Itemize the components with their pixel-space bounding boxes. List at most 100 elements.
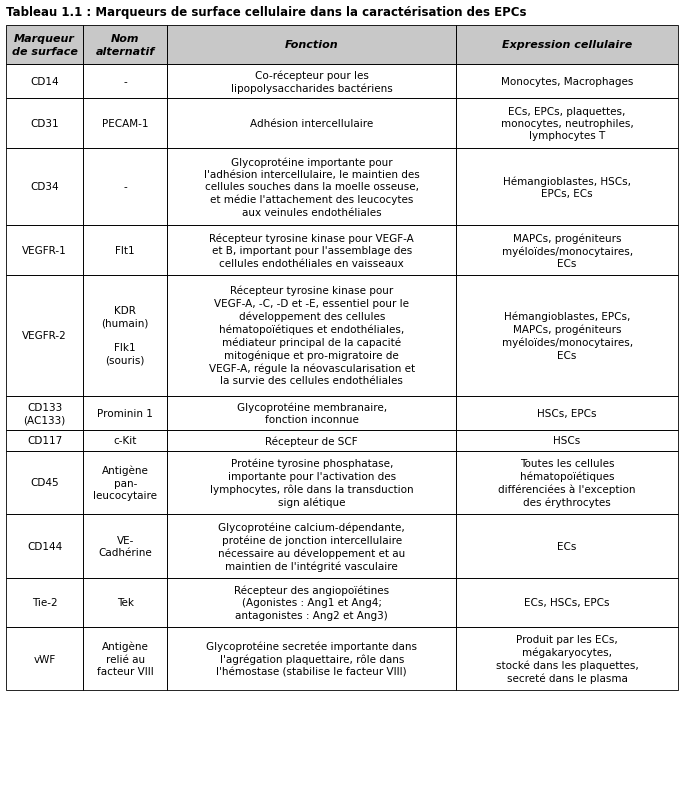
- Text: Glycoprotéine secretée importante dans
l'agrégation plaquettaire, rôle dans
l'hé: Glycoprotéine secretée importante dans l…: [207, 641, 417, 677]
- Bar: [83, 430, 168, 451]
- Bar: [6, 515, 83, 578]
- Bar: [83, 275, 168, 396]
- Bar: [456, 26, 678, 64]
- Text: Antigène
pan-
leucocytaire: Antigène pan- leucocytaire: [93, 465, 157, 500]
- Text: HSCs: HSCs: [553, 436, 581, 446]
- Bar: [6, 149, 83, 226]
- Text: -: -: [123, 182, 127, 192]
- Text: ECs, EPCs, plaquettes,
monocytes, neutrophiles,
lymphocytes T: ECs, EPCs, plaquettes, monocytes, neutro…: [501, 107, 633, 141]
- Bar: [83, 64, 168, 100]
- Bar: [83, 26, 168, 64]
- Bar: [168, 26, 456, 64]
- Bar: [83, 64, 168, 100]
- Bar: [456, 451, 678, 515]
- Text: Hémangioblastes, EPCs,
MAPCs, progéniteurs
myéloïdes/monocytaires,
ECs: Hémangioblastes, EPCs, MAPCs, progéniteu…: [501, 311, 633, 360]
- Bar: [168, 430, 456, 451]
- Text: Tie-2: Tie-2: [32, 597, 57, 608]
- Bar: [83, 26, 168, 64]
- Bar: [6, 100, 83, 149]
- Text: Glycoprotéine membranaire,
fonction inconnue: Glycoprotéine membranaire, fonction inco…: [237, 402, 387, 425]
- Bar: [6, 26, 83, 64]
- Bar: [456, 396, 678, 430]
- Bar: [168, 430, 456, 451]
- Text: CD34: CD34: [30, 182, 59, 192]
- Bar: [168, 515, 456, 578]
- Text: ECs: ECs: [557, 541, 577, 551]
- Bar: [168, 149, 456, 226]
- Bar: [168, 26, 456, 64]
- Text: Récepteur de SCF: Récepteur de SCF: [265, 436, 358, 446]
- Text: Fonction: Fonction: [285, 40, 339, 51]
- Text: CD45: CD45: [30, 478, 59, 487]
- Text: MAPCs, progéniteurs
myéloïdes/monocytaires,
ECs: MAPCs, progéniteurs myéloïdes/monocytair…: [501, 233, 633, 269]
- Bar: [456, 430, 678, 451]
- Bar: [83, 515, 168, 578]
- Bar: [6, 430, 83, 451]
- Bar: [6, 451, 83, 515]
- Bar: [6, 430, 83, 451]
- Bar: [168, 578, 456, 627]
- Bar: [456, 430, 678, 451]
- Bar: [456, 64, 678, 100]
- Text: Tek: Tek: [117, 597, 134, 608]
- Text: Flt1: Flt1: [116, 246, 135, 255]
- Bar: [456, 149, 678, 226]
- Bar: [6, 396, 83, 430]
- Bar: [83, 396, 168, 430]
- Bar: [83, 226, 168, 275]
- Bar: [456, 64, 678, 100]
- Bar: [6, 396, 83, 430]
- Bar: [168, 396, 456, 430]
- Text: Monocytes, Macrophages: Monocytes, Macrophages: [501, 77, 633, 87]
- Bar: [456, 100, 678, 149]
- Text: CD144: CD144: [27, 541, 62, 551]
- Text: Co-récepteur pour les
lipopolysaccharides bactériens: Co-récepteur pour les lipopolysaccharide…: [231, 70, 393, 94]
- Text: Produit par les ECs,
mégakaryocytes,
stocké dans les plaquettes,
secreté dans le: Produit par les ECs, mégakaryocytes, sto…: [496, 634, 638, 683]
- Bar: [456, 275, 678, 396]
- Bar: [6, 515, 83, 578]
- Bar: [168, 275, 456, 396]
- Text: CD133
(AC133): CD133 (AC133): [23, 402, 66, 425]
- Bar: [168, 64, 456, 100]
- Text: HSCs, EPCs: HSCs, EPCs: [538, 409, 597, 418]
- Bar: [456, 226, 678, 275]
- Text: Nom
alternatif: Nom alternatif: [96, 34, 155, 56]
- Text: Adhésion intercellulaire: Adhésion intercellulaire: [250, 119, 373, 128]
- Bar: [168, 64, 456, 100]
- Bar: [83, 627, 168, 691]
- Text: Récepteur des angiopoïétines
(Agonistes : Ang1 et Ang4;
antagonistes : Ang2 et A: Récepteur des angiopoïétines (Agonistes …: [234, 585, 389, 620]
- Bar: [168, 149, 456, 226]
- Bar: [83, 430, 168, 451]
- Text: VEGFR-2: VEGFR-2: [23, 331, 67, 340]
- Bar: [83, 578, 168, 627]
- Text: vWF: vWF: [34, 654, 56, 664]
- Bar: [83, 627, 168, 691]
- Bar: [83, 451, 168, 515]
- Bar: [456, 275, 678, 396]
- Bar: [456, 100, 678, 149]
- Text: VEGFR-1: VEGFR-1: [23, 246, 67, 255]
- Text: VE-
Cadhérine: VE- Cadhérine: [98, 535, 152, 557]
- Bar: [6, 149, 83, 226]
- Bar: [168, 100, 456, 149]
- Text: Prominin 1: Prominin 1: [97, 409, 153, 418]
- Bar: [168, 578, 456, 627]
- Bar: [168, 627, 456, 691]
- Bar: [83, 275, 168, 396]
- Text: CD14: CD14: [30, 77, 59, 87]
- Text: Protéine tyrosine phosphatase,
importante pour l'activation des
lymphocytes, rôl: Protéine tyrosine phosphatase, important…: [210, 459, 414, 507]
- Bar: [6, 226, 83, 275]
- Bar: [83, 100, 168, 149]
- Text: Expression cellulaire: Expression cellulaire: [502, 40, 632, 51]
- Bar: [6, 100, 83, 149]
- Bar: [83, 515, 168, 578]
- Bar: [168, 226, 456, 275]
- Bar: [456, 226, 678, 275]
- Text: c-Kit: c-Kit: [114, 436, 137, 446]
- Bar: [456, 578, 678, 627]
- Bar: [168, 451, 456, 515]
- Bar: [456, 515, 678, 578]
- Bar: [456, 578, 678, 627]
- Bar: [6, 275, 83, 396]
- Bar: [6, 64, 83, 100]
